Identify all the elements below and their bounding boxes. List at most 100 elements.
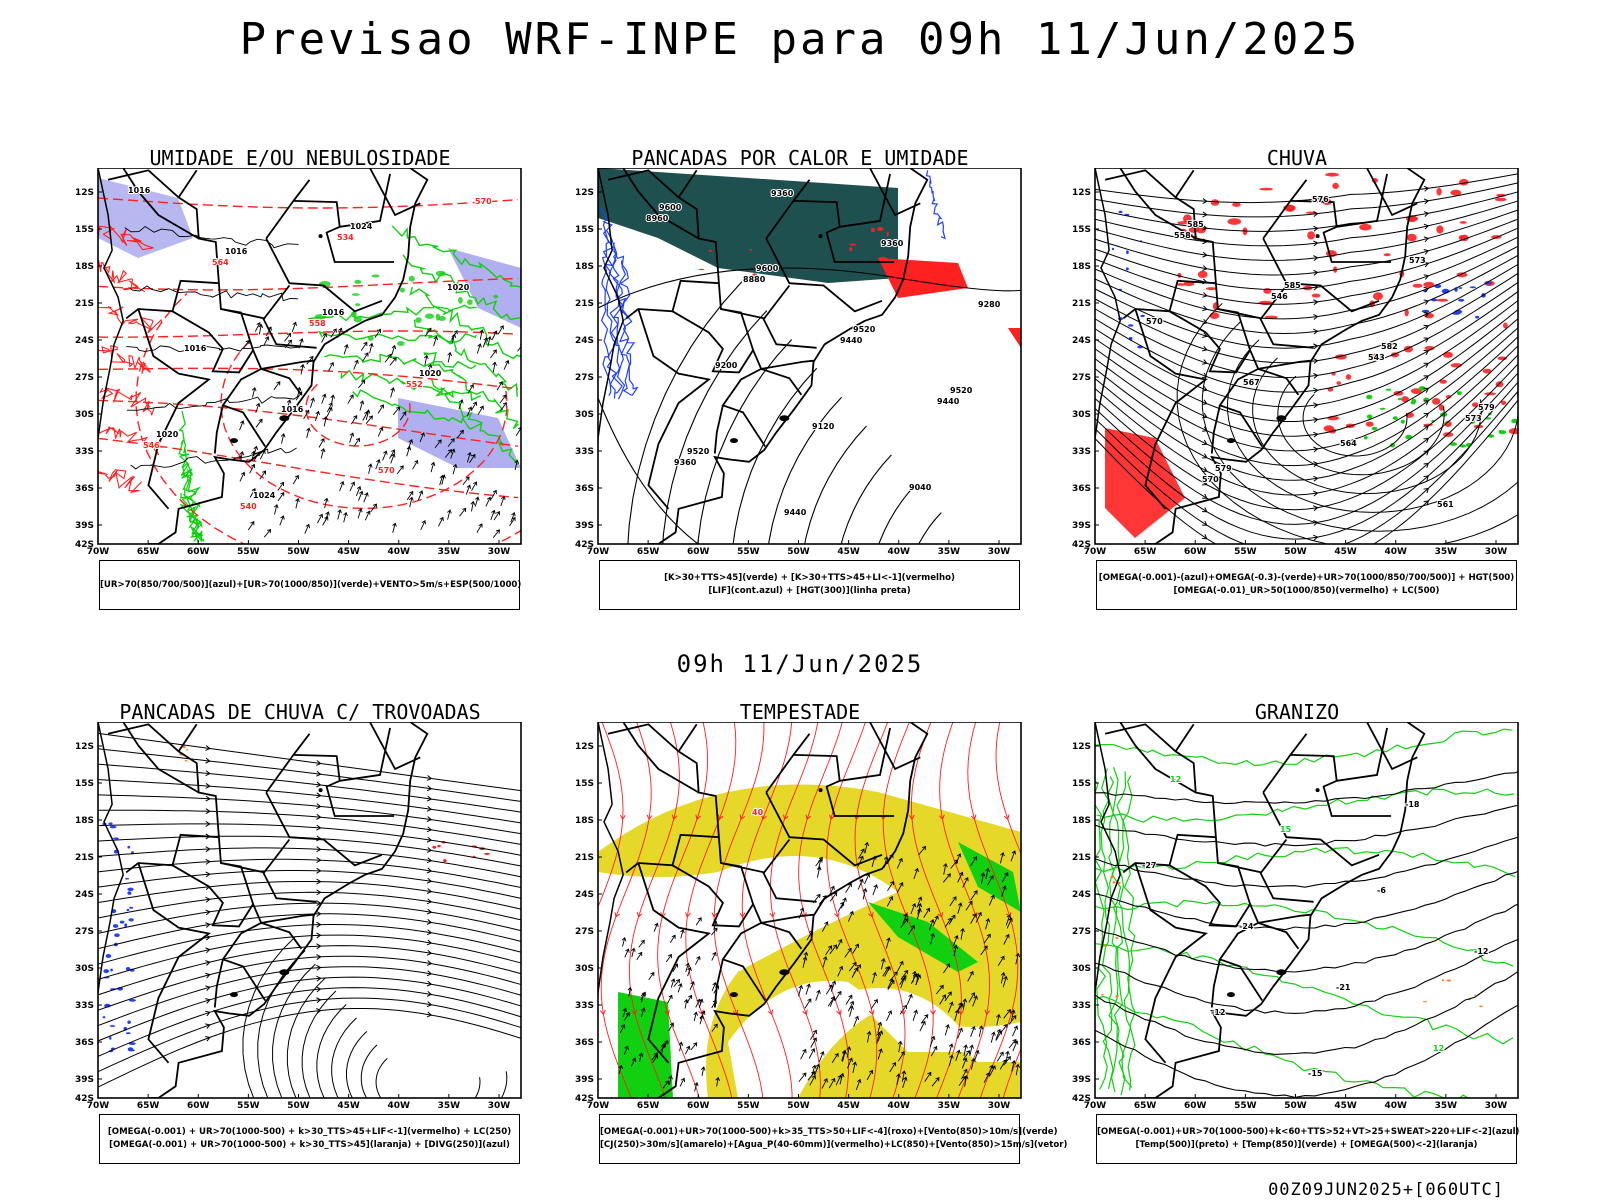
lat-tick-label: 18S — [75, 816, 94, 826]
lat-tick-label: 33S — [75, 1001, 94, 1011]
contour-label: 9280 — [978, 300, 1001, 309]
panel-title: PANCADAS DE CHUVA C/ TROVOADAS — [119, 700, 481, 724]
lon-tick-label: 65W — [637, 1101, 660, 1111]
map-canvas: 9600 9600 9520 9520 9520 9440 9360 9280 9200 9120… — [575, 168, 1022, 557]
legend-line: [OMEGA(-0.001) + UR>70(1000-500) + k>30_… — [107, 1127, 512, 1137]
legend-line: [OMEGA(-0.001)-(azul)+OMEGA(-0.3)-(verde… — [1098, 573, 1515, 583]
lat-tick-label: 30S — [575, 410, 594, 420]
legend-line: [K>30+TTS>45](verde) + [K>30+TTS>45+LI<-… — [664, 573, 955, 583]
contour-label: 1016 — [184, 344, 207, 353]
legend-line: [OMEGA(-0.001)+UR>70(1000-500)+k>35_TTS>… — [600, 1127, 1058, 1137]
lon-tick-label: 70W — [587, 547, 610, 557]
contour-label: -6 — [1377, 886, 1386, 895]
contour-label: 1024 — [350, 222, 373, 231]
lat-tick-label: 18S — [1072, 816, 1091, 826]
contour-label: 1016 — [322, 308, 345, 317]
lon-tick-label: 40W — [388, 547, 411, 557]
lat-tick-label: 21S — [75, 853, 94, 863]
lon-tick-label: 50W — [287, 547, 310, 557]
lat-tick-label: 42S — [575, 540, 594, 550]
lon-tick-label: 55W — [1234, 547, 1257, 557]
panel-pancadas-calor: PANCADAS POR CALOR E UMIDADE 9600 9600 9520… — [560, 146, 1040, 646]
contour-label: 9360 — [674, 458, 697, 467]
lon-tick-label: 45W — [837, 1101, 860, 1111]
contour-label: 12 — [1433, 1044, 1444, 1053]
lat-tick-label: 39S — [1072, 521, 1091, 531]
contour-label: -24 — [1239, 922, 1254, 931]
lat-tick-label: 36S — [1072, 1038, 1091, 1048]
contour-label: 9440 — [937, 397, 960, 406]
map-canvas: 15 -6 -12 -12 -15 -18 -27 -24 -21 12 12 12S 15S 18S 21… — [1072, 722, 1519, 1111]
contour-label: 9360 — [771, 189, 794, 198]
legend-box: [K>30+TTS>45](verde) + [K>30+TTS>45+LI<-… — [599, 560, 1020, 610]
lat-tick-label: 36S — [575, 1038, 594, 1048]
lat-tick-label: 33S — [75, 447, 94, 457]
lon-tick-label: 55W — [737, 1101, 760, 1111]
lon-tick-label: 35W — [938, 1101, 961, 1111]
contour-label: 15 — [1280, 825, 1292, 834]
contour-label: 40 — [752, 808, 764, 817]
lon-tick-label: 60W — [687, 547, 710, 557]
lat-tick-label: 27S — [1072, 927, 1091, 937]
lat-tick-label: 36S — [575, 484, 594, 494]
lon-tick-label: 55W — [1234, 1101, 1257, 1111]
contour-label: 9360 — [881, 239, 904, 248]
legend-box: [OMEGA(-0.001)+UR>70(1000-500)+k>35_TTS>… — [599, 1114, 1067, 1164]
contour-label: 570 — [378, 466, 395, 475]
lat-tick-label: 21S — [1072, 853, 1091, 863]
legend-box: [UR>70(850/700/500)](azul)+[UR>70(1000/8… — [99, 560, 521, 610]
lat-tick-label: 12S — [1072, 742, 1091, 752]
legend-box: [OMEGA(-0.001)+UR>70(1000-500)+k<60+TTS>… — [1096, 1114, 1520, 1164]
contour-label: 1016 — [225, 247, 248, 256]
lat-tick-label: 18S — [75, 262, 94, 272]
contour-label: 540 — [240, 502, 257, 511]
contour-label: 579 — [1478, 403, 1495, 412]
lat-tick-label: 36S — [75, 1038, 94, 1048]
lat-tick-label: 12S — [575, 742, 594, 752]
valid-time-label: 09h 11/Jun/2025 — [676, 650, 924, 678]
contour-label: 1016 — [128, 186, 151, 195]
contour-label: 558 — [309, 319, 326, 328]
legend-line: [OMEGA(-0.001)+UR>70(1000-500)+k<60+TTS>… — [1097, 1127, 1520, 1137]
lat-tick-label: 30S — [75, 964, 94, 974]
lon-tick-label: 55W — [237, 1101, 260, 1111]
lat-tick-label: 33S — [575, 447, 594, 457]
lon-tick-label: 30W — [988, 1101, 1011, 1111]
lat-tick-label: 24S — [1072, 336, 1091, 346]
lat-tick-label: 27S — [575, 927, 594, 937]
contour-label: 546 — [143, 441, 160, 450]
lon-tick-label: 40W — [888, 547, 911, 557]
lat-tick-label: 39S — [575, 521, 594, 531]
lat-tick-label: 21S — [75, 299, 94, 309]
contour-label: 1020 — [156, 430, 179, 439]
lon-tick-label: 40W — [388, 1101, 411, 1111]
lon-tick-label: 45W — [1334, 1101, 1357, 1111]
panel-title: TEMPESTADE — [739, 700, 861, 724]
legend-line: [OMEGA(-0.001) + UR>70(1000-500) + k>30_… — [109, 1140, 510, 1150]
lon-tick-label: 40W — [1385, 1101, 1408, 1111]
contour-label: 9520 — [853, 325, 876, 334]
lon-tick-label: 35W — [938, 547, 961, 557]
lat-tick-label: 42S — [575, 1094, 594, 1104]
legend-line: [Temp(500)](preto) + [Temp(850)](verde) … — [1135, 1140, 1478, 1150]
lon-tick-label: 35W — [438, 1101, 461, 1111]
lat-tick-label: 21S — [1072, 299, 1091, 309]
panel-title: UMIDADE E/OU NEBULOSIDADE — [149, 146, 451, 170]
lon-tick-label: 65W — [637, 547, 660, 557]
lat-tick-label: 36S — [1072, 484, 1091, 494]
lon-tick-label: 30W — [1485, 1101, 1508, 1111]
contour-label: 582 — [1381, 342, 1398, 351]
lat-tick-label: 18S — [1072, 262, 1091, 272]
lon-tick-label: 50W — [1284, 547, 1307, 557]
contour-label: 546 — [1271, 292, 1288, 301]
lon-tick-label: 30W — [988, 547, 1011, 557]
contour-label: 9520 — [687, 447, 710, 456]
lon-tick-label: 55W — [237, 547, 260, 557]
contour-label: 9440 — [840, 336, 863, 345]
lat-tick-label: 27S — [575, 373, 594, 383]
lon-tick-label: 30W — [1485, 547, 1508, 557]
map-canvas: 585 585 582 579 579 576 573 570 567 564 561 558 546 5… — [1072, 168, 1519, 557]
lon-tick-label: 55W — [737, 547, 760, 557]
